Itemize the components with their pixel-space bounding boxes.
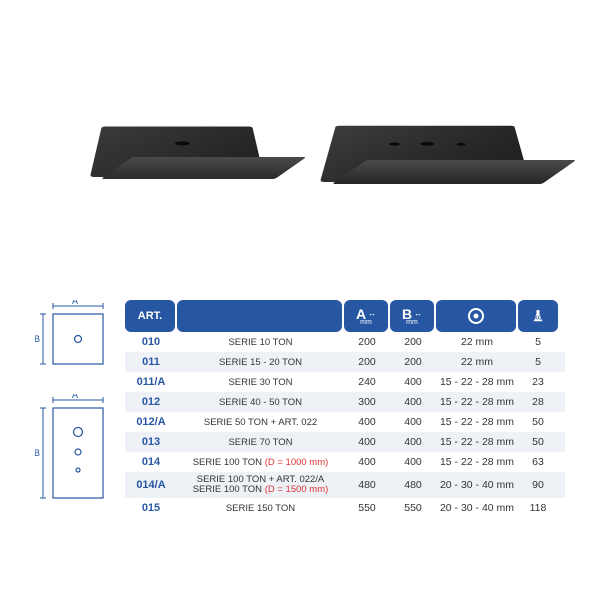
td-a: 200 [344,356,390,368]
table-row: 012/ASERIE 50 TON + ART. 02240040015 - 2… [125,412,565,432]
td-b: 200 [390,356,436,368]
td-hole: 22 mm [436,336,518,348]
td-desc: SERIE 10 TON [177,337,344,348]
diagram-single-hole: A B [35,300,115,380]
td-b: 400 [390,456,436,468]
td-kg: 5 [518,336,558,348]
td-b: 480 [390,479,436,491]
svg-text:B: B [35,448,40,458]
td-art: 011 [125,356,177,368]
td-desc: SERIE 70 TON [177,437,344,448]
td-a: 400 [344,456,390,468]
td-kg: 23 [518,376,558,388]
th-b: B↔ mm [390,300,434,332]
td-art: 013 [125,436,177,448]
td-kg: 5 [518,356,558,368]
td-desc: SERIE 30 TON [177,377,344,388]
td-a: 550 [344,502,390,514]
td-b: 200 [390,336,436,348]
td-kg: 118 [518,502,558,514]
weight-icon: KG [529,309,547,323]
td-art: 014 [125,456,177,468]
td-art: 010 [125,336,177,348]
td-hole: 15 - 22 - 28 mm [436,456,518,468]
td-a: 240 [344,376,390,388]
table-row: 013SERIE 70 TON40040015 - 22 - 28 mm50 [125,432,565,452]
td-hole: 20 - 30 - 40 mm [436,479,518,491]
td-a: 400 [344,416,390,428]
td-hole: 15 - 22 - 28 mm [436,396,518,408]
th-art: ART. [125,300,175,332]
spec-table: ART. A↔ mm B↔ mm KG 01 [125,300,565,524]
table-row: 014SERIE 100 TON (D = 1000 mm)40040015 -… [125,452,565,472]
label-a: A [72,300,78,306]
td-hole: 15 - 22 - 28 mm [436,436,518,448]
td-art: 012 [125,396,177,408]
th-kg: KG [518,300,558,332]
td-hole: 20 - 30 - 40 mm [436,502,518,514]
td-a: 300 [344,396,390,408]
td-desc: SERIE 150 TON [177,503,344,514]
td-hole: 15 - 22 - 28 mm [436,416,518,428]
td-kg: 50 [518,416,558,428]
td-art: 011/A [125,376,177,388]
diagram-three-holes: A B [35,394,115,510]
td-b: 550 [390,502,436,514]
td-kg: 50 [518,436,558,448]
table-row: 010SERIE 10 TON20020022 mm5 [125,332,565,352]
th-hole [436,300,516,332]
td-b: 400 [390,396,436,408]
td-kg: 63 [518,456,558,468]
td-desc: SERIE 100 TON + ART. 022/ASERIE 100 TON … [177,475,344,495]
td-desc: SERIE 40 - 50 TON [177,397,344,408]
hole-diameter-icon [468,308,484,324]
td-hole: 22 mm [436,356,518,368]
td-art: 014/A [125,479,177,491]
table-row: 011SERIE 15 - 20 TON20020022 mm5 [125,352,565,372]
label-b: B [35,334,40,344]
td-desc: SERIE 100 TON (D = 1000 mm) [177,457,344,468]
td-b: 400 [390,376,436,388]
td-desc: SERIE 50 TON + ART. 022 [177,417,344,428]
table-row: 015SERIE 150 TON55055020 - 30 - 40 mm118 [125,498,565,518]
td-kg: 90 [518,479,558,491]
table-row: 014/ASERIE 100 TON + ART. 022/ASERIE 100… [125,472,565,498]
td-a: 200 [344,336,390,348]
td-art: 012/A [125,416,177,428]
td-b: 400 [390,416,436,428]
table-header: ART. A↔ mm B↔ mm KG [125,300,565,332]
th-desc [177,300,342,332]
td-a: 400 [344,436,390,448]
svg-text:KG: KG [534,316,542,322]
dimension-diagrams: A B A B [35,300,115,524]
th-a: A↔ mm [344,300,388,332]
table-body: 010SERIE 10 TON20020022 mm5011SERIE 15 -… [125,332,565,518]
svg-text:A: A [72,394,78,400]
table-row: 011/ASERIE 30 TON24040015 - 22 - 28 mm23 [125,372,565,392]
td-kg: 28 [518,396,558,408]
table-row: 012SERIE 40 - 50 TON30040015 - 22 - 28 m… [125,392,565,412]
td-b: 400 [390,436,436,448]
td-hole: 15 - 22 - 28 mm [436,376,518,388]
td-art: 015 [125,502,177,514]
product-images [60,35,540,285]
td-a: 480 [344,479,390,491]
td-desc: SERIE 15 - 20 TON [177,357,344,368]
